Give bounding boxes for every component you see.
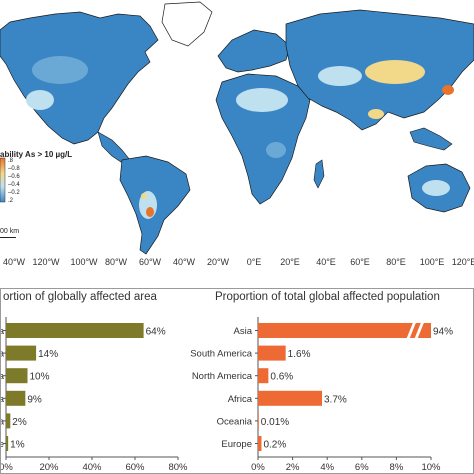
longitude-label: 60°W (138, 257, 162, 267)
x-tick-label: 40% (82, 462, 102, 473)
value-label: 64% (146, 327, 166, 338)
longitude-label: 20°W (206, 257, 230, 267)
greenland-landmass (161, 1, 213, 47)
legend-value: –0.8 (8, 166, 20, 172)
longitude-label: 60°E (350, 257, 370, 267)
axis-break-mark (406, 323, 416, 338)
legend-value: –0.2 (8, 190, 20, 196)
argentina-hotspot (146, 207, 154, 217)
x-tick-label: 60% (125, 462, 145, 473)
bar (6, 413, 11, 429)
world-map: ability As > 10 µg/L .8 –0.8 –0.6 –0.4 –… (0, 0, 474, 256)
value-label: 2% (12, 417, 27, 428)
x-tick-label: 20% (39, 462, 59, 473)
value-label: 1% (10, 440, 25, 451)
category-label: ica (1, 394, 5, 405)
scale-bar (0, 237, 16, 238)
x-tick-label: 2% (286, 462, 300, 473)
value-label: 0.2% (263, 440, 286, 451)
category-label: ope (1, 439, 4, 450)
bar (258, 413, 259, 429)
tibet-mongolia-zone (365, 60, 425, 84)
value-label: 94% (433, 327, 453, 338)
charts-panel: ortion of globally affected area Proport… (0, 288, 474, 474)
bar-charts: 0% 20% 40% 60% 80% sia 64% ica 14% ica 10% ica 9% a 2%… (1, 317, 453, 473)
category-label: North America (192, 371, 253, 382)
legend-title: ability As > 10 µg/L (0, 150, 73, 159)
bar (6, 390, 26, 406)
longitude-label: 40°E (316, 257, 336, 267)
southeast-asia-islands (409, 127, 453, 151)
longitude-label: 120°E (451, 257, 474, 267)
central-asia-zone (318, 66, 362, 86)
bar (258, 345, 286, 361)
longitude-label: 0°E (246, 257, 262, 267)
value-label: 0.6% (270, 372, 293, 383)
longitude-label: 40°W (2, 257, 26, 267)
x-tick-label: 6% (355, 462, 369, 473)
category-label: sia (1, 326, 5, 337)
x-tick-label: 8% (390, 462, 404, 473)
value-label: 14% (38, 349, 58, 360)
bar (6, 345, 37, 361)
world-map-graphic (0, 0, 474, 256)
longitude-label: 100°E (419, 257, 445, 267)
europe-landmass (217, 29, 291, 73)
population-chart-title: Proportion of total global affected popu… (215, 291, 440, 303)
legend-value: .2 (8, 198, 14, 204)
bar (258, 323, 431, 338)
ganges-zone (368, 109, 384, 119)
africa-landmass (215, 73, 311, 205)
value-label: 3.7% (324, 394, 347, 405)
category-label: Africa (228, 394, 253, 405)
longitude-label: 20°E (280, 257, 300, 267)
scale-bar-label: 00 km (0, 228, 20, 235)
longitude-label: 100°W (70, 257, 98, 267)
x-tick-label: 0% (1, 462, 13, 473)
longitude-label: 40°W (172, 257, 196, 267)
australia-interior (422, 180, 450, 196)
x-tick-label: 10% (421, 462, 441, 473)
bar (6, 368, 28, 384)
x-tick-label: 4% (320, 462, 334, 473)
legend-colorbar (0, 157, 6, 203)
category-label: South America (190, 349, 252, 360)
legend-value: –0.6 (8, 174, 20, 180)
north-america-plains (32, 56, 88, 84)
madagascar-landmass (313, 159, 325, 189)
central-africa-zone (266, 142, 286, 158)
longitude-label: 120°W (32, 257, 60, 267)
x-tick-label: 0% (251, 462, 265, 473)
value-label: 1.6% (288, 349, 311, 360)
longitude-label: 80°W (104, 257, 128, 267)
value-label: 10% (30, 372, 50, 383)
bar (258, 368, 269, 384)
area-chart-title: ortion of globally affected area (3, 291, 157, 303)
category-label: Asia (234, 326, 253, 337)
category-label: Oceania (217, 416, 253, 427)
bar (6, 436, 9, 451)
bar (258, 436, 262, 451)
bar (258, 390, 323, 406)
sahara-zone (236, 88, 288, 112)
category-label: ica (1, 349, 5, 360)
value-label: 9% (27, 394, 42, 405)
north-america-southwest (26, 90, 54, 110)
value-label: 0.01% (261, 417, 289, 428)
legend-value: –0.4 (8, 182, 20, 188)
east-china-hotspot (442, 85, 454, 95)
longitude-label: 80°E (386, 257, 406, 267)
bar (6, 323, 144, 338)
category-label: a (1, 416, 5, 427)
x-tick-label: 80% (168, 462, 188, 473)
axis-break-mark (414, 323, 424, 338)
category-label: Europe (221, 439, 252, 450)
chaco-hotspot (141, 193, 147, 199)
category-label: ica (1, 371, 5, 382)
legend-value: .8 (8, 158, 14, 164)
